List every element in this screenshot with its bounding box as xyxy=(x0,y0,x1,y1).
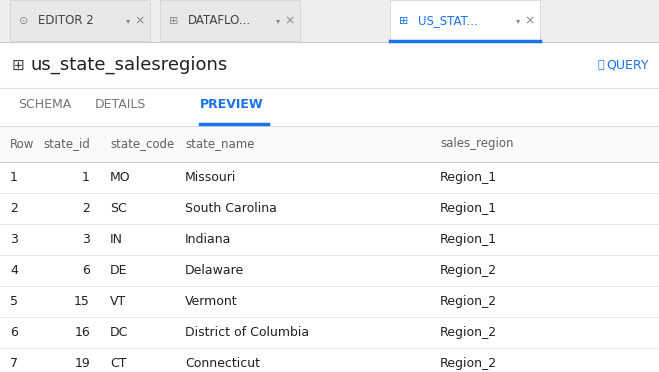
Text: Region_2: Region_2 xyxy=(440,357,497,370)
Bar xyxy=(0,193,659,224)
Bar xyxy=(0,286,659,317)
Text: state_code: state_code xyxy=(110,138,174,151)
Text: ⊞: ⊞ xyxy=(169,16,179,26)
Text: 6: 6 xyxy=(82,264,90,277)
Text: sales_region: sales_region xyxy=(440,138,513,151)
Text: Region_2: Region_2 xyxy=(440,264,497,277)
Text: MO: MO xyxy=(110,171,130,184)
Text: Region_1: Region_1 xyxy=(440,171,497,184)
Bar xyxy=(0,42,659,88)
Text: Region_1: Region_1 xyxy=(440,233,497,246)
Text: QUERY: QUERY xyxy=(606,58,649,71)
Text: EDITOR 2: EDITOR 2 xyxy=(38,15,94,28)
Text: SC: SC xyxy=(110,202,127,215)
Text: CT: CT xyxy=(110,357,127,370)
Text: US_STAT...: US_STAT... xyxy=(418,15,478,28)
Text: ▾: ▾ xyxy=(516,16,520,26)
Text: 🔍: 🔍 xyxy=(597,60,604,70)
Bar xyxy=(0,255,659,286)
Text: Region_1: Region_1 xyxy=(440,202,497,215)
Text: ⊞: ⊞ xyxy=(399,16,409,26)
Text: ▾: ▾ xyxy=(126,16,130,26)
Text: 3: 3 xyxy=(10,233,18,246)
Text: District of Columbia: District of Columbia xyxy=(185,326,309,339)
Bar xyxy=(0,126,659,162)
Text: state_name: state_name xyxy=(185,138,254,151)
Text: South Carolina: South Carolina xyxy=(185,202,277,215)
Text: 15: 15 xyxy=(74,295,90,308)
Text: Row: Row xyxy=(10,138,34,151)
Text: ×: × xyxy=(525,15,535,28)
Text: VT: VT xyxy=(110,295,127,308)
Text: DC: DC xyxy=(110,326,129,339)
Text: DATAFLO...: DATAFLO... xyxy=(188,15,251,28)
Text: DE: DE xyxy=(110,264,127,277)
Text: 4: 4 xyxy=(10,264,18,277)
Text: SCHEMA: SCHEMA xyxy=(18,99,71,112)
Bar xyxy=(160,0,300,41)
Text: 7: 7 xyxy=(10,357,18,370)
Bar xyxy=(10,0,150,41)
Text: Delaware: Delaware xyxy=(185,264,244,277)
Text: 1: 1 xyxy=(82,171,90,184)
Text: DETAILS: DETAILS xyxy=(95,99,146,112)
Text: 19: 19 xyxy=(74,357,90,370)
Bar xyxy=(0,317,659,348)
Bar xyxy=(0,224,659,255)
Text: 1: 1 xyxy=(10,171,18,184)
Text: ⊞: ⊞ xyxy=(12,58,25,73)
Bar xyxy=(0,162,659,193)
Text: PREVIEW: PREVIEW xyxy=(200,99,264,112)
Text: ⊙: ⊙ xyxy=(19,16,29,26)
Text: 2: 2 xyxy=(82,202,90,215)
Text: 6: 6 xyxy=(10,326,18,339)
Bar xyxy=(0,348,659,372)
Text: 2: 2 xyxy=(10,202,18,215)
Text: Vermont: Vermont xyxy=(185,295,238,308)
Text: Indiana: Indiana xyxy=(185,233,231,246)
Text: state_id: state_id xyxy=(43,138,90,151)
Text: 3: 3 xyxy=(82,233,90,246)
Bar xyxy=(0,0,659,42)
Text: Region_2: Region_2 xyxy=(440,295,497,308)
Bar xyxy=(0,88,659,126)
Text: Connecticut: Connecticut xyxy=(185,357,260,370)
Text: ×: × xyxy=(285,15,295,28)
Text: Missouri: Missouri xyxy=(185,171,237,184)
Text: 5: 5 xyxy=(10,295,18,308)
Text: IN: IN xyxy=(110,233,123,246)
Text: ×: × xyxy=(134,15,145,28)
Bar xyxy=(390,0,540,41)
Text: ▾: ▾ xyxy=(276,16,280,26)
Text: us_state_salesregions: us_state_salesregions xyxy=(30,56,227,74)
Text: Region_2: Region_2 xyxy=(440,326,497,339)
Text: 16: 16 xyxy=(74,326,90,339)
